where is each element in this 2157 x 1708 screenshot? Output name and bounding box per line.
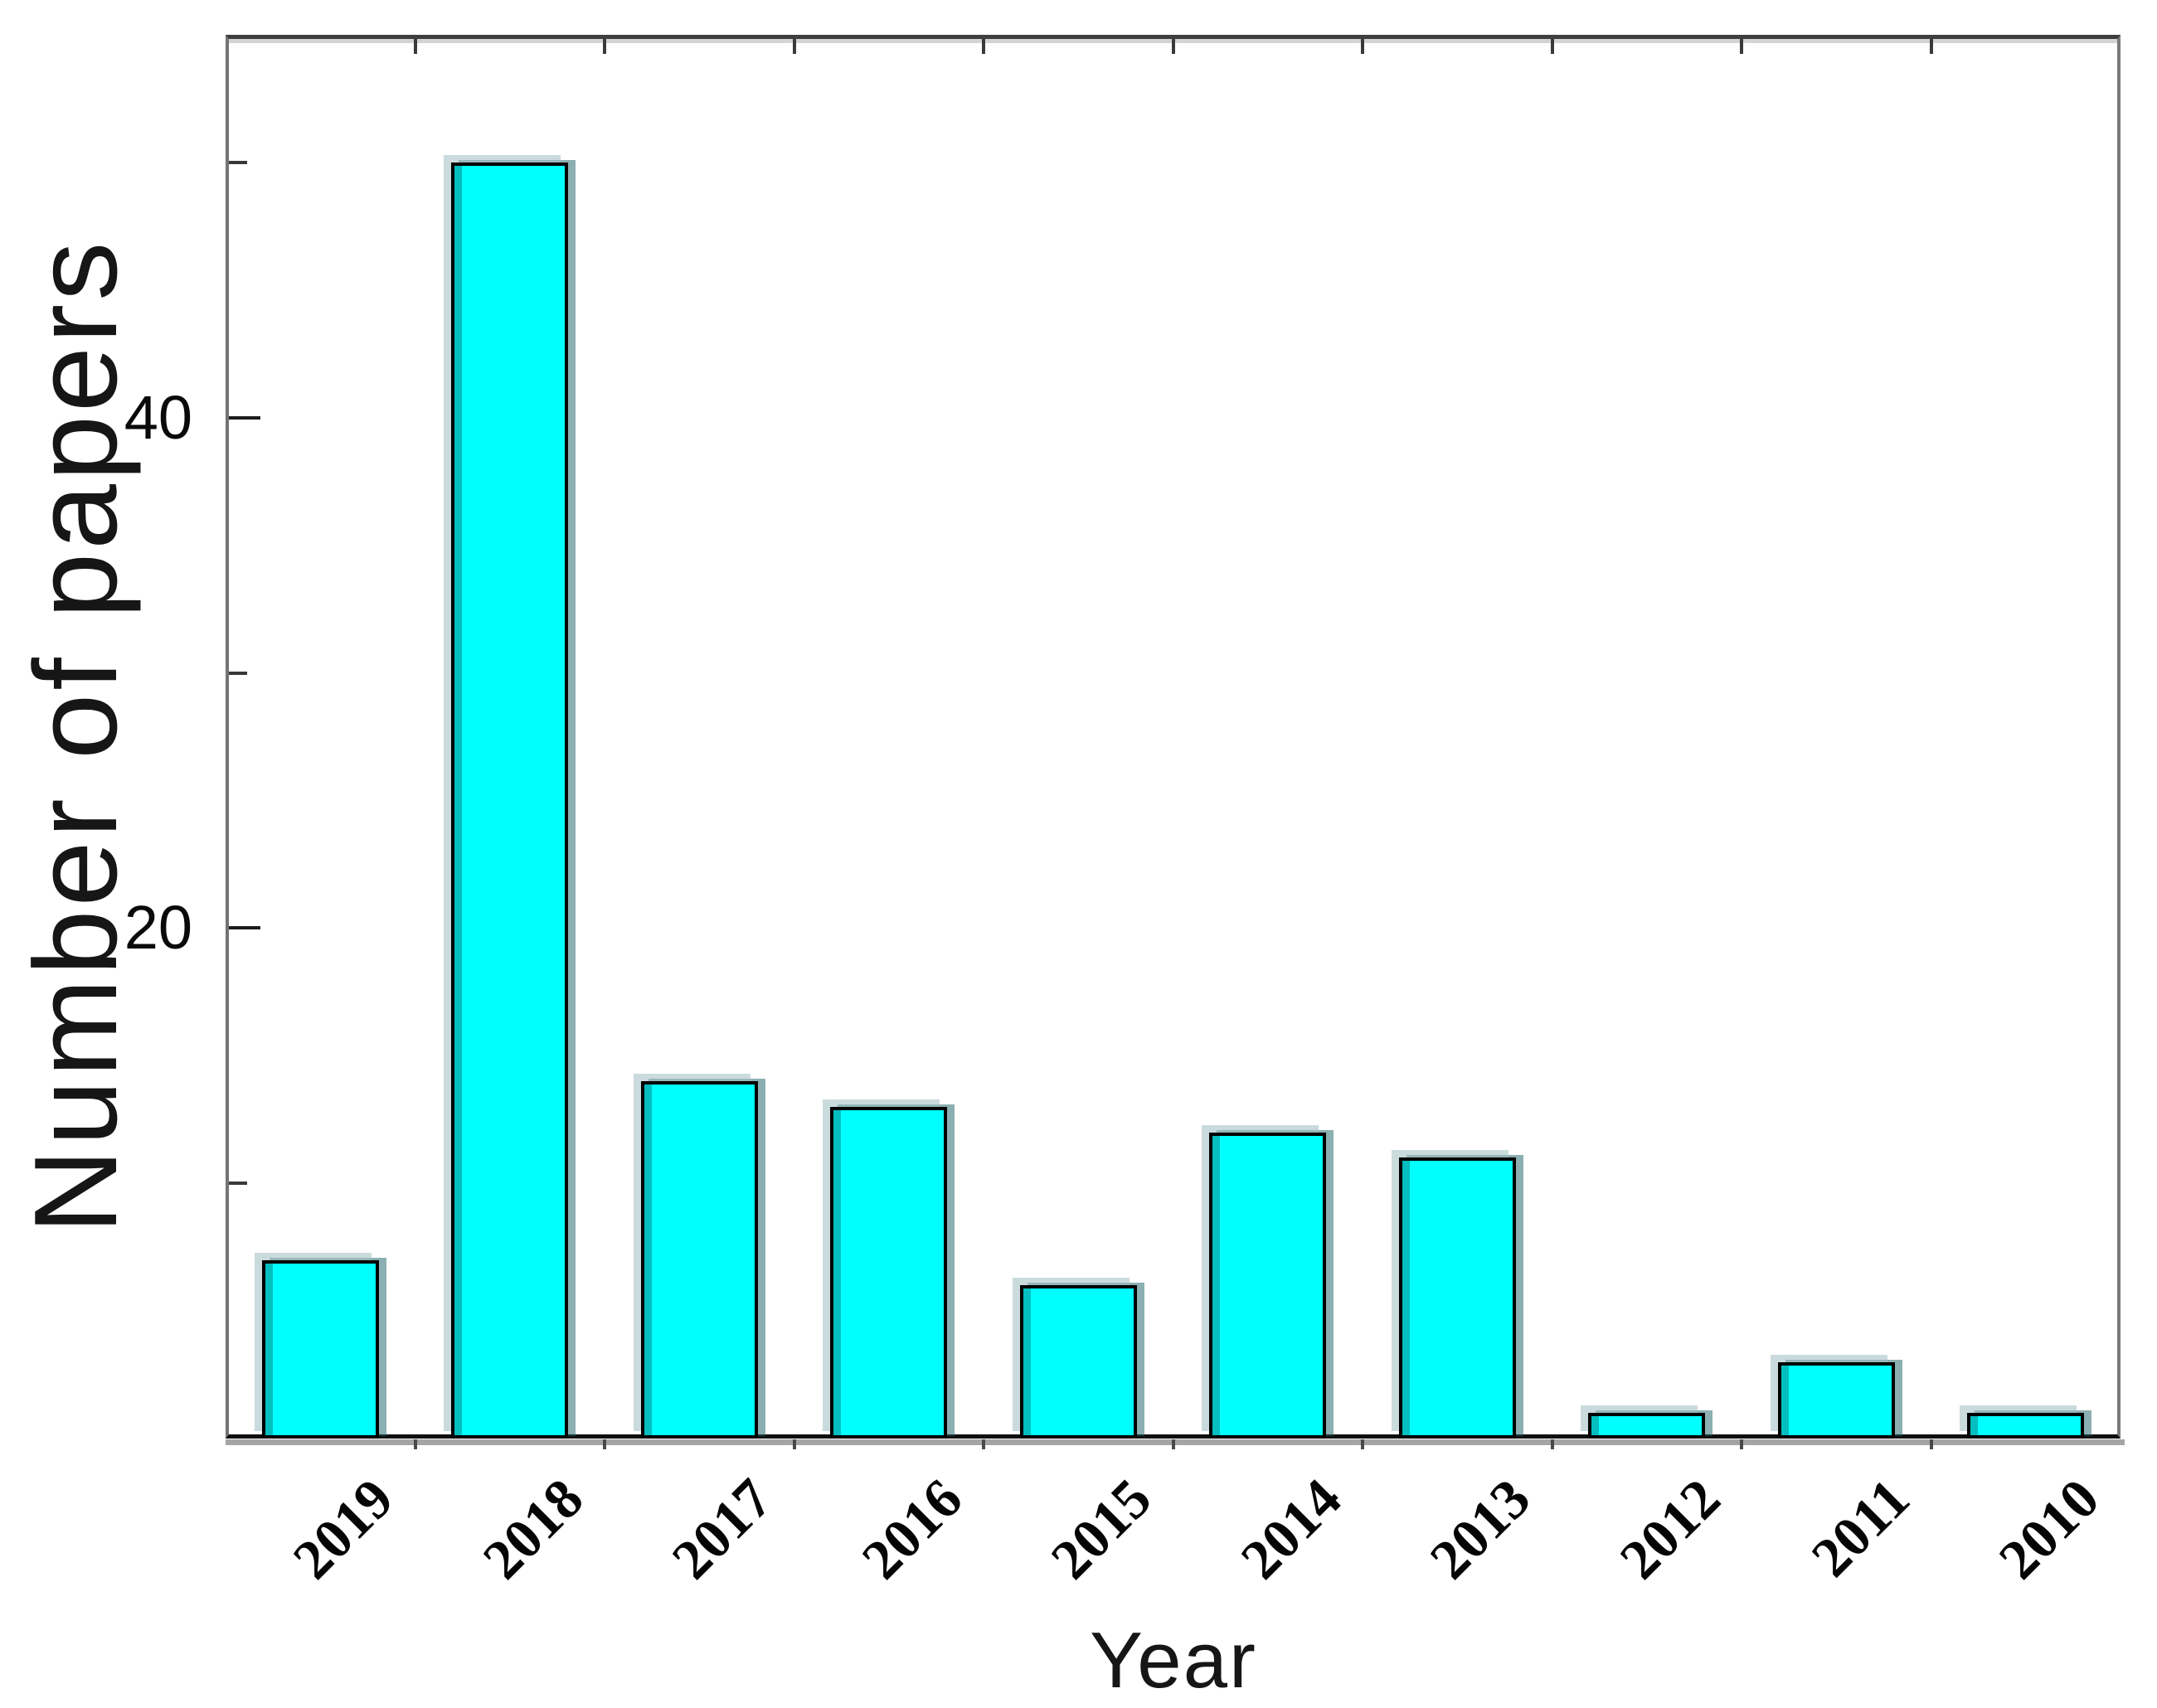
boundary-tick-bottom [982,1439,985,1449]
x-category-label: 2016 [849,1466,974,1591]
x-category-label: 2011 [1799,1466,1921,1589]
bar-2015 [1019,1285,1137,1439]
x-axis-shadow [226,1439,2125,1445]
boundary-tick-top [1740,39,1743,54]
boundary-tick-bottom [603,1439,606,1449]
boundary-tick-top [1550,39,1554,54]
bar-2012 [1588,1413,1706,1439]
y-tick-major [229,926,260,930]
bar-2014 [1209,1133,1327,1439]
boundary-tick-bottom [413,1439,417,1449]
boundary-tick-bottom [1929,1439,1933,1449]
boundary-tick-top [603,39,606,54]
x-category-label: 2010 [1986,1466,2111,1591]
x-category-label: 2019 [280,1466,406,1591]
bar-2017 [640,1081,758,1439]
bar-2013 [1398,1157,1516,1439]
y-tick-major [229,415,260,420]
bar-2018 [451,163,569,1439]
y-tick-label: 20 [124,893,192,963]
x-category-label: 2015 [1038,1466,1164,1591]
boundary-tick-top [792,39,796,54]
bar-2019 [261,1260,379,1439]
boundary-tick-bottom [792,1439,796,1449]
y-tick-label: 40 [124,382,192,452]
x-category-label: 2017 [659,1466,785,1591]
y-tick-minor [229,1182,247,1186]
boundary-tick-top [1361,39,1364,54]
boundary-tick-bottom [1361,1439,1364,1449]
y-tick-minor [229,160,247,164]
x-axis-title: Year [1090,1616,1257,1705]
y-tick-minor [229,671,247,675]
boundary-tick-bottom [1171,1439,1175,1449]
x-category-label: 2018 [470,1466,595,1591]
boundary-tick-bottom [1550,1439,1554,1449]
boundary-tick-top [413,39,417,54]
x-category-label: 2014 [1228,1466,1353,1591]
x-category-label: 2013 [1417,1466,1542,1591]
x-category-label: 2012 [1607,1466,1732,1591]
bar-2016 [830,1107,948,1439]
bar-2010 [1967,1413,2085,1439]
boundary-tick-bottom [1740,1439,1743,1449]
boundary-tick-top [1929,39,1933,54]
boundary-tick-top [1171,39,1175,54]
boundary-tick-top [982,39,985,54]
bar-2011 [1777,1362,1895,1439]
